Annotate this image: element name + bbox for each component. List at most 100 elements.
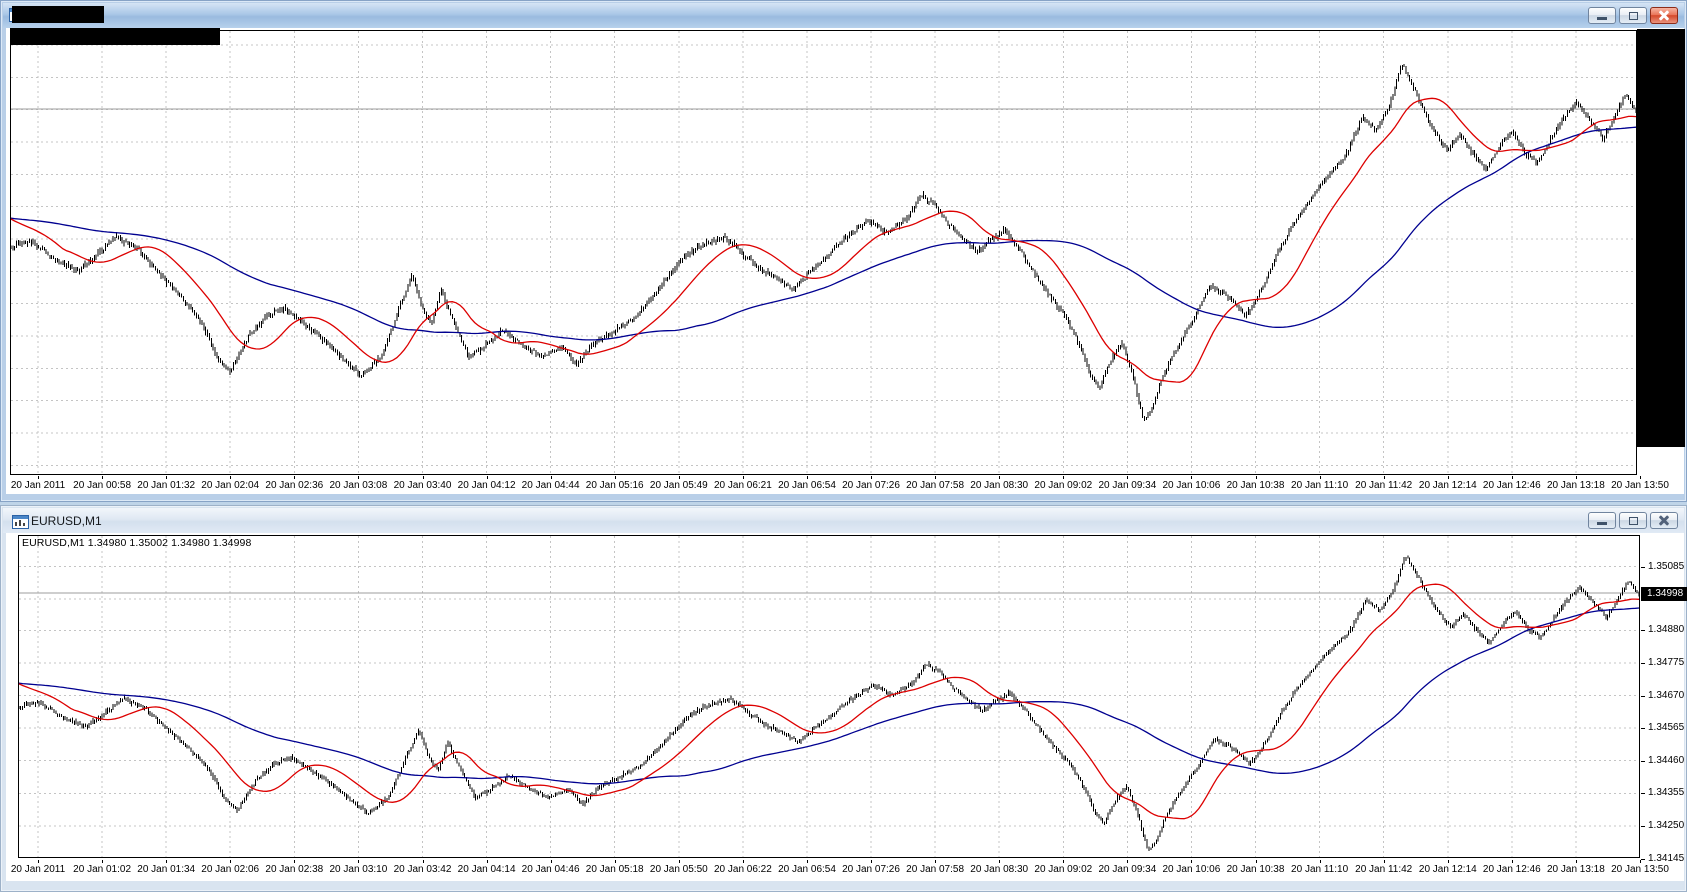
time-tick — [1511, 860, 1513, 863]
time-label: 20 Jan 07:58 — [906, 480, 965, 491]
time-label: 20 Jan 06:54 — [778, 480, 836, 491]
time-tick — [935, 860, 937, 863]
time-label: 20 Jan 12:46 — [1482, 480, 1541, 491]
time-label: 20 Jan 06:21 — [713, 480, 772, 491]
time-label: 20 Jan 10:38 — [1226, 864, 1285, 875]
time-label: 20 Jan 09:34 — [1098, 480, 1157, 491]
time-label: 20 Jan 04:12 — [457, 480, 516, 491]
time-label: 20 Jan 13:18 — [1546, 864, 1605, 875]
time-tick — [294, 860, 296, 863]
price-tick — [1641, 825, 1645, 827]
price-tick — [1641, 760, 1645, 762]
close-button[interactable] — [1650, 7, 1678, 24]
time-tick — [230, 476, 232, 479]
time-label: 20 Jan 00:58 — [73, 480, 132, 491]
restore-button[interactable] — [1619, 7, 1647, 24]
time-tick — [1383, 476, 1385, 479]
minimize-button[interactable] — [1588, 7, 1616, 24]
time-label: 20 Jan 12:14 — [1418, 864, 1477, 875]
time-label: 20 Jan 10:06 — [1162, 864, 1221, 875]
time-label: 20 Jan 05:16 — [585, 480, 644, 491]
time-tick — [807, 860, 808, 863]
time-tick — [102, 860, 104, 863]
time-tick — [1447, 860, 1449, 863]
time-tick — [1447, 476, 1449, 479]
chart-canvas-top[interactable] — [6, 28, 1684, 494]
chart-icon — [12, 515, 29, 529]
time-tick — [550, 860, 552, 863]
time-label: 20 Jan 05:49 — [649, 480, 708, 491]
price-axis: 1.350851.349801.348801.347751.346701.345… — [1641, 535, 1687, 864]
time-tick — [871, 476, 872, 479]
redaction-chart-label — [10, 28, 220, 45]
time-tick — [1063, 860, 1065, 863]
price-label: 1.34250 — [1648, 819, 1685, 831]
time-tick — [1127, 860, 1129, 863]
price-tick — [1641, 728, 1645, 730]
close-button[interactable] — [1650, 512, 1678, 529]
price-chart-top[interactable] — [10, 30, 1637, 475]
price-tick — [1641, 793, 1645, 795]
time-label: 20 Jan 03:40 — [393, 480, 452, 491]
time-label: 20 Jan 07:26 — [842, 480, 900, 491]
minimize-button[interactable] — [1588, 512, 1616, 529]
time-label: 20 Jan 11:42 — [1355, 864, 1413, 875]
time-label: 20 Jan 13:50 — [1611, 480, 1669, 491]
time-tick — [999, 860, 1001, 863]
time-label: 20 Jan 12:46 — [1482, 864, 1541, 875]
time-label: 20 Jan 01:32 — [137, 480, 196, 491]
time-axis-bottom: 20 Jan 2011 20 Jan 01:02 20 Jan 01:34 20 Ja… — [11, 860, 1669, 878]
titlebar-bottom[interactable]: EURUSD,M1 — [3, 508, 1684, 533]
restore-icon — [1629, 12, 1638, 20]
time-tick — [550, 476, 552, 479]
time-label: 20 Jan 02:06 — [201, 864, 260, 875]
time-label: 20 Jan 05:50 — [649, 864, 708, 875]
time-label: 20 Jan 01:02 — [73, 864, 132, 875]
time-tick — [1640, 860, 1641, 863]
time-tick — [422, 476, 424, 479]
time-tick — [935, 476, 937, 479]
window-controls-top — [1588, 7, 1678, 24]
time-label: 20 Jan 13:18 — [1546, 480, 1605, 491]
time-tick — [999, 476, 1001, 479]
time-tick — [294, 476, 296, 479]
window-controls-bottom — [1588, 512, 1678, 529]
time-label: 20 Jan 10:38 — [1226, 480, 1285, 491]
time-label: 20 Jan 2011 — [10, 480, 66, 491]
restore-button[interactable] — [1619, 512, 1647, 529]
time-label: 20 Jan 02:36 — [265, 480, 324, 491]
chart-window-bottom: EURUSD,M1 EURUSD,M1 1.34980 1.35002 1.34… — [0, 505, 1687, 892]
time-tick — [742, 476, 744, 479]
time-tick — [358, 860, 360, 863]
time-tick — [166, 476, 168, 479]
time-label: 20 Jan 11:42 — [1355, 480, 1413, 491]
time-label: 20 Jan 13:50 — [1611, 864, 1669, 875]
time-tick — [742, 860, 744, 863]
time-tick — [358, 476, 360, 479]
time-label: 20 Jan 03:42 — [393, 864, 452, 875]
time-tick — [1319, 860, 1321, 863]
time-label: 20 Jan 05:18 — [585, 864, 644, 875]
time-label: 20 Jan 02:38 — [265, 864, 324, 875]
time-label: 20 Jan 03:10 — [329, 864, 388, 875]
price-tick — [1641, 630, 1645, 632]
time-tick — [486, 476, 488, 479]
time-label: 20 Jan 12:14 — [1418, 480, 1477, 491]
price-label: 1.35085 — [1648, 560, 1685, 572]
price-chart-bottom[interactable] — [18, 535, 1640, 858]
time-tick — [486, 860, 488, 863]
time-tick — [678, 860, 680, 863]
price-label: 1.34775 — [1648, 656, 1685, 668]
price-label: 1.34460 — [1648, 754, 1685, 766]
price-tick — [1641, 695, 1645, 697]
time-tick — [1511, 476, 1513, 479]
price-label: 1.34880 — [1648, 624, 1685, 636]
time-label: 20 Jan 09:34 — [1098, 864, 1157, 875]
time-tick — [1319, 476, 1321, 479]
window-title: EURUSD,M1 — [31, 514, 102, 528]
time-tick — [166, 860, 168, 863]
titlebar-top[interactable] — [3, 3, 1684, 28]
time-label: 20 Jan 09:02 — [1034, 864, 1093, 875]
time-label: 20 Jan 03:08 — [329, 480, 388, 491]
time-tick — [1640, 476, 1641, 479]
